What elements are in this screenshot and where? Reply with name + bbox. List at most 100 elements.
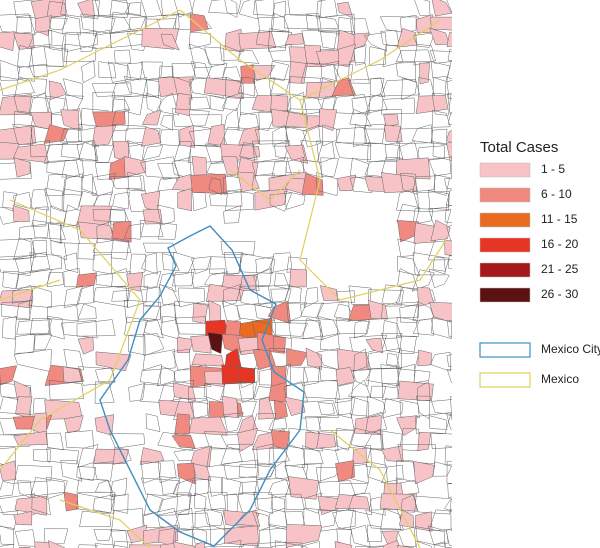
municipality [16, 300, 31, 320]
municipality [156, 204, 175, 226]
municipality [81, 174, 98, 195]
municipality [94, 0, 130, 16]
municipality [338, 482, 369, 500]
municipality [223, 205, 242, 224]
municipality [187, 479, 209, 497]
municipality [316, 301, 351, 322]
municipality [349, 334, 387, 357]
municipality [382, 397, 404, 419]
municipality [287, 0, 322, 17]
municipality [0, 481, 15, 497]
municipality [110, 237, 130, 260]
municipality [142, 242, 178, 253]
municipality [123, 156, 147, 178]
municipality [427, 525, 449, 545]
municipality [76, 478, 115, 501]
municipality [352, 369, 371, 387]
municipality [413, 495, 452, 515]
municipality [284, 396, 306, 416]
legend-swatch [479, 162, 531, 178]
municipality [286, 348, 309, 366]
municipality [92, 254, 112, 275]
municipality [139, 447, 165, 465]
municipality [144, 13, 180, 32]
municipality [274, 272, 290, 290]
municipality [145, 413, 161, 432]
municipality [222, 477, 244, 496]
municipality [284, 33, 305, 45]
municipality [417, 191, 450, 212]
legend-swatch [479, 342, 531, 358]
municipality [302, 445, 324, 465]
municipality [267, 28, 290, 52]
municipality [413, 369, 431, 384]
municipality [302, 366, 320, 386]
municipality [321, 60, 340, 84]
municipality [381, 78, 420, 97]
municipality [413, 44, 436, 66]
municipality [284, 190, 306, 210]
municipality [254, 304, 276, 321]
municipality [177, 336, 195, 353]
mexico-city-boundary [99, 225, 305, 547]
municipality [270, 430, 290, 450]
municipality [430, 129, 448, 145]
municipality [48, 379, 85, 400]
municipality [63, 188, 83, 213]
municipality [305, 431, 337, 450]
municipality [237, 112, 260, 131]
municipality [431, 316, 453, 340]
municipality [317, 413, 355, 431]
municipality [109, 433, 146, 449]
municipality [144, 319, 164, 339]
municipality [111, 290, 131, 302]
municipality [400, 173, 418, 195]
municipality [13, 157, 31, 178]
municipality [238, 76, 256, 97]
municipality [207, 332, 223, 354]
municipality [415, 526, 445, 548]
municipality [428, 190, 449, 210]
municipality [285, 443, 305, 469]
legend-title: Total Cases [480, 139, 558, 156]
municipality [29, 252, 63, 273]
municipality [123, 223, 145, 240]
municipality [123, 95, 144, 116]
municipality [303, 287, 319, 309]
municipality [223, 459, 259, 480]
municipality [14, 251, 51, 274]
municipality [269, 252, 293, 274]
municipality [365, 448, 386, 469]
municipality [236, 302, 275, 324]
municipality [253, 492, 274, 514]
municipality [300, 541, 320, 548]
municipality [238, 126, 261, 146]
municipality [240, 542, 258, 548]
municipality [157, 162, 181, 180]
municipality [109, 176, 143, 190]
municipality [412, 208, 434, 225]
municipality [177, 188, 192, 212]
municipality [370, 385, 387, 398]
municipality [143, 333, 165, 357]
municipality [315, 172, 339, 196]
municipality [32, 449, 51, 463]
municipality [60, 319, 98, 339]
municipality [0, 365, 18, 386]
municipality [353, 318, 370, 339]
municipality [431, 110, 451, 128]
municipality [94, 414, 115, 436]
municipality [142, 209, 163, 225]
municipality [285, 542, 303, 548]
municipality [334, 493, 371, 510]
municipality [274, 540, 308, 548]
municipality [319, 285, 339, 301]
legend: 1 - 5 6 - 10 11 - 15 16 - 20 21 - 25 26 - 30 M… [479, 162, 600, 388]
municipality [397, 256, 421, 277]
municipality [380, 303, 420, 319]
municipality [62, 204, 83, 228]
municipality [14, 333, 35, 354]
municipality [76, 140, 98, 162]
municipality [336, 318, 370, 335]
municipality [43, 528, 69, 545]
